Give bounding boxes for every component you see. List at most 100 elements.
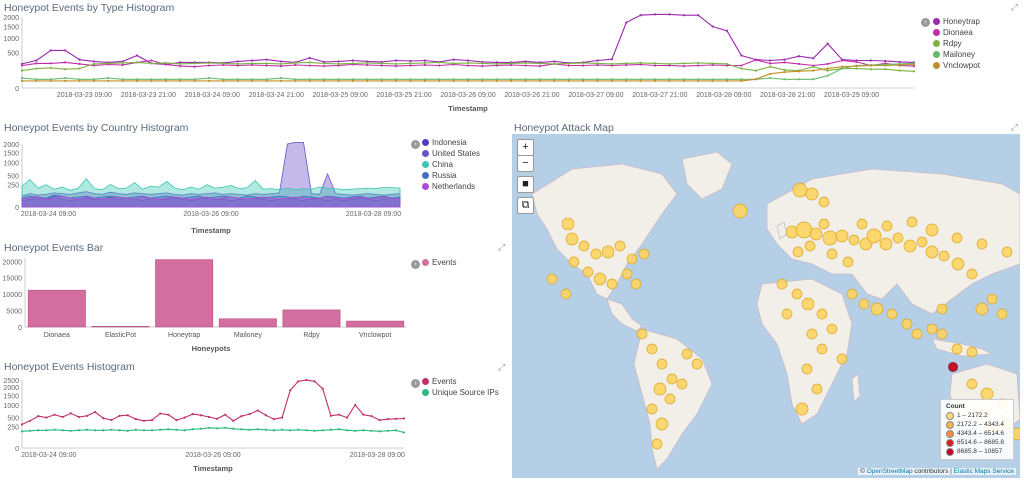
data-point — [725, 64, 729, 67]
legend-item[interactable]: Honeytrap — [933, 16, 980, 27]
data-point — [380, 64, 383, 67]
data-point — [92, 64, 96, 67]
attack-marker — [966, 268, 978, 280]
legend-item[interactable]: Mailoney — [933, 49, 980, 60]
data-point — [207, 426, 211, 429]
legend-item[interactable]: Rdpy — [933, 38, 980, 49]
map-legend-label: 4343.4 – 6514.6 — [957, 430, 1004, 437]
data-point — [538, 62, 542, 65]
zoom-in-button[interactable]: + — [517, 139, 534, 156]
data-point — [49, 78, 52, 81]
x-tick-label: 2018-03-25 09:00 — [313, 92, 368, 99]
data-point — [625, 62, 628, 65]
bar-rdpy — [282, 309, 341, 328]
data-point — [49, 62, 52, 65]
openstreetmap-link[interactable]: OpenStreetMap — [866, 468, 913, 475]
zoom-out-button[interactable]: − — [517, 155, 534, 172]
elastic-maps-service-link[interactable]: Elastic Maps Service — [953, 468, 1014, 475]
legend-item[interactable]: Events — [422, 376, 499, 387]
data-point — [370, 429, 373, 432]
y-tick-label: 0 — [15, 86, 19, 93]
legend-toggle-icon[interactable]: › — [411, 140, 420, 149]
y-tick-label: 1000 — [3, 36, 19, 43]
data-point — [783, 58, 786, 61]
y-tick-label: 2500 — [3, 378, 19, 385]
events-bar-panel: Honeypot Events Bar ⤢ 0 5000 10000 15000 200… — [0, 240, 512, 358]
data-point — [294, 78, 297, 81]
expand-icon[interactable]: ⤢ — [498, 242, 506, 252]
attack-marker — [866, 228, 882, 244]
data-point — [150, 429, 154, 432]
legend-item[interactable]: United States — [422, 148, 480, 159]
data-point — [409, 78, 412, 81]
expand-icon[interactable]: ⤢ — [1010, 122, 1018, 132]
legend-item[interactable]: China — [422, 159, 480, 170]
attack-marker — [653, 382, 667, 396]
legend-item[interactable]: Russia — [422, 170, 480, 181]
expand-icon[interactable]: ⤢ — [498, 362, 506, 372]
panel-title: Honeypot Events by Country Histogram — [4, 122, 189, 134]
data-point — [308, 79, 311, 82]
data-point — [725, 29, 729, 32]
legend-swatch — [422, 172, 429, 179]
attack-marker — [806, 328, 818, 340]
data-point — [639, 14, 642, 17]
expand-icon[interactable]: ⤢ — [1010, 2, 1018, 12]
data-point — [175, 419, 178, 422]
attack-marker — [561, 217, 575, 231]
data-point — [386, 429, 389, 432]
data-point — [207, 64, 211, 67]
legend-swatch — [422, 389, 429, 396]
legend-item[interactable]: Unique Source IPs — [422, 387, 499, 398]
legend-item[interactable]: Events — [422, 257, 456, 268]
legend-item[interactable]: Netherlands — [422, 181, 480, 192]
legend-toggle-icon[interactable]: › — [411, 379, 420, 388]
map-legend: Count 1 – 2172.2 2172.2 – 4343.4 4343.4 – … — [940, 399, 1014, 460]
data-point — [394, 429, 397, 432]
data-point — [121, 79, 124, 82]
data-point — [191, 428, 194, 431]
data-point — [329, 414, 332, 417]
data-point — [236, 60, 239, 63]
x-tick-label: ElasticPot — [105, 332, 136, 339]
data-point — [740, 67, 743, 70]
attack-marker — [805, 187, 819, 201]
data-point — [107, 62, 110, 65]
data-point — [466, 59, 470, 62]
data-point — [199, 414, 202, 417]
data-point — [362, 429, 365, 432]
data-point — [610, 62, 613, 66]
data-point — [697, 61, 700, 64]
series-area-netherlands — [21, 195, 401, 208]
legend-item[interactable]: Dionaea — [933, 27, 980, 38]
fit-bounds-icon[interactable]: ⧉ — [517, 197, 534, 214]
legend-item[interactable]: Vnclowpot — [933, 60, 980, 71]
attack-marker — [916, 236, 928, 248]
bar-honeytrap — [155, 259, 214, 328]
attack-marker — [568, 256, 580, 268]
legend-toggle-icon[interactable]: › — [921, 18, 930, 27]
legend-swatch — [422, 150, 429, 157]
legend-toggle-icon[interactable]: › — [411, 260, 420, 269]
world-map[interactable] — [512, 134, 1020, 478]
attack-marker — [656, 358, 668, 370]
data-point — [94, 410, 97, 414]
legend-label: Dionaea — [943, 28, 973, 37]
data-point — [394, 79, 398, 82]
map-legend-item: 8685.8 – 10857 — [946, 447, 1008, 456]
legend-item[interactable]: Indonesia — [422, 137, 480, 148]
data-point — [207, 79, 211, 82]
data-point — [409, 59, 412, 63]
data-point — [164, 78, 167, 81]
attack-marker — [804, 240, 816, 252]
data-point — [150, 78, 153, 81]
data-point — [351, 78, 355, 81]
data-point — [236, 64, 239, 67]
map-canvas[interactable]: + − ■ ⧉ Count 1 – 2172.2 2172.2 – 4343.4 4… — [512, 134, 1020, 478]
draw-rectangle-icon[interactable]: ■ — [517, 176, 534, 193]
data-point — [366, 79, 369, 82]
data-point — [481, 79, 484, 82]
attack-marker — [646, 343, 658, 355]
data-point — [305, 378, 308, 382]
data-point — [179, 79, 182, 82]
